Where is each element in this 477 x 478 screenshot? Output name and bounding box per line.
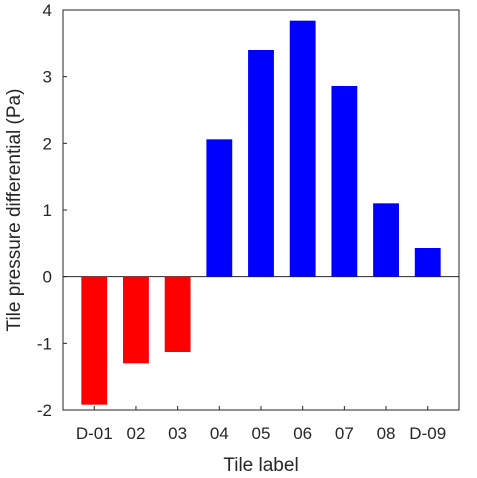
bar-05	[248, 50, 274, 277]
x-tick-label: 07	[335, 424, 354, 443]
x-axis-label: Tile label	[223, 455, 298, 476]
bar-07	[331, 86, 358, 277]
x-tick-label: D-09	[409, 424, 446, 443]
bar-D-09	[414, 248, 441, 277]
x-axis-ticks: D-01 02 03 04 05 06 07 08 D-09	[76, 406, 446, 443]
bar-03	[164, 276, 191, 352]
y-tick-label: 0	[43, 268, 52, 287]
x-tick-label: D-01	[76, 424, 113, 443]
x-tick-label: 08	[377, 424, 396, 443]
y-tick-label: 4	[43, 1, 52, 20]
bar-06	[289, 20, 316, 277]
bar-08	[373, 203, 399, 277]
x-tick-label: 02	[126, 424, 145, 443]
y-tick-label: 3	[43, 68, 52, 87]
x-tick-label: 06	[293, 424, 312, 443]
bar-D-01	[81, 276, 108, 405]
x-tick-label: 05	[252, 424, 271, 443]
y-tick-label: 1	[43, 201, 52, 220]
x-tick-label: 03	[168, 424, 187, 443]
y-axis-label: Tile pressure differential (Pa)	[4, 89, 25, 332]
bars-group	[81, 20, 441, 405]
bar-02	[123, 276, 149, 364]
y-tick-label: 2	[43, 134, 52, 153]
bar-04	[206, 139, 233, 277]
y-axis-ticks: -2 -1 0 1 2 3 4	[37, 1, 67, 420]
y-tick-label: -1	[37, 334, 52, 353]
x-tick-label: 04	[210, 424, 229, 443]
y-tick-label: -2	[37, 401, 52, 420]
